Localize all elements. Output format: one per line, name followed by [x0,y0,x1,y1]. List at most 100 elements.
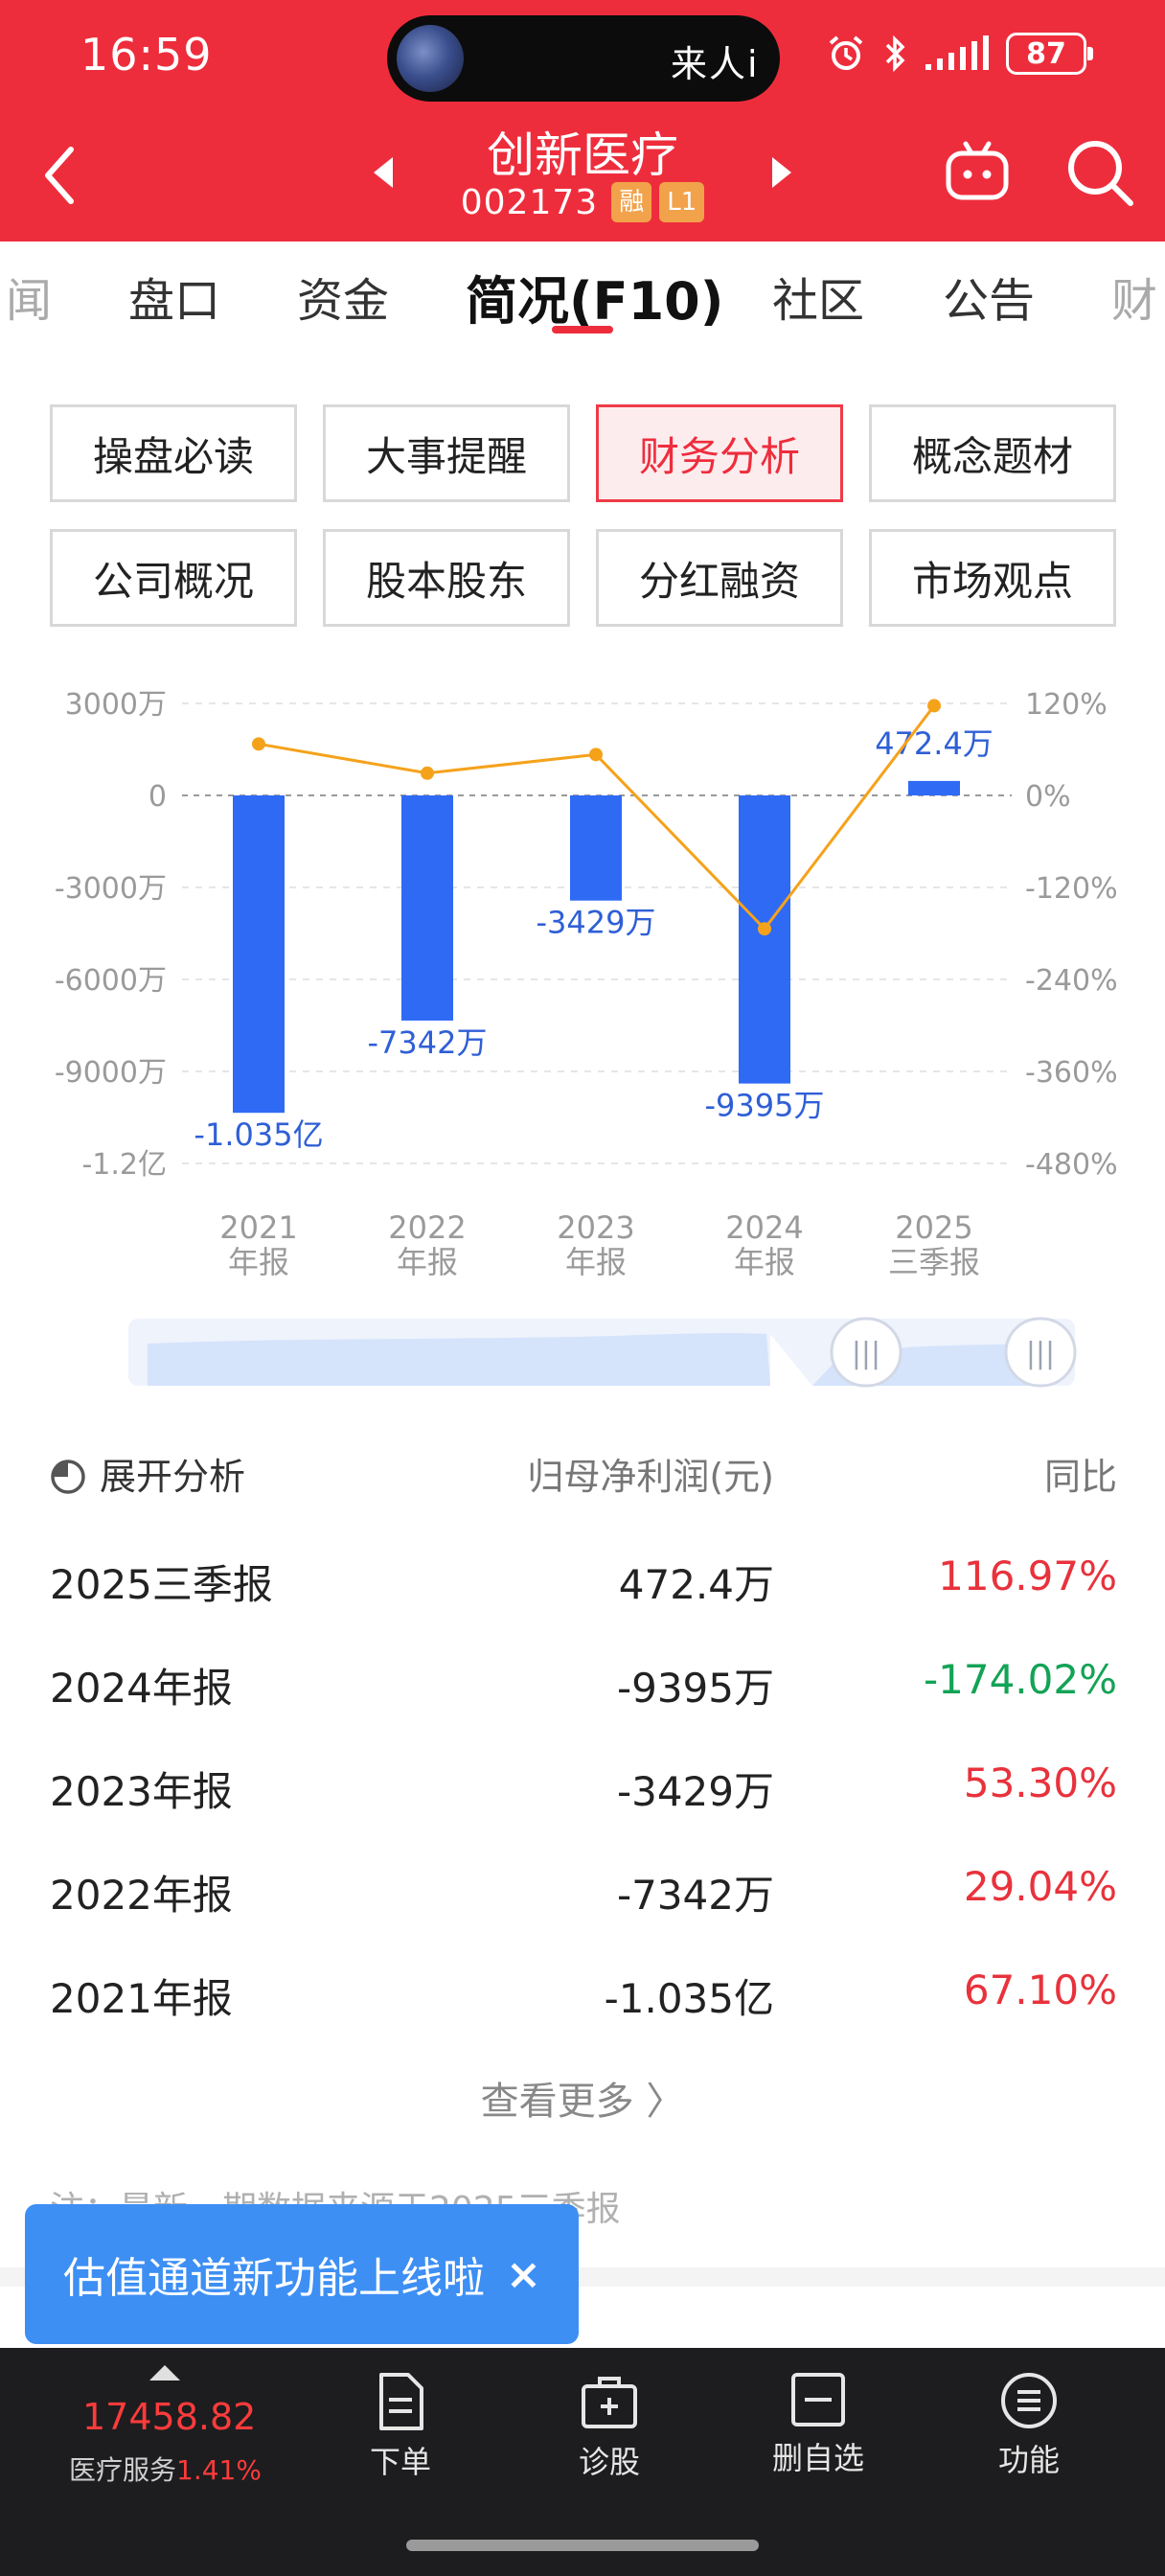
left-tick-label: -1.2亿 [81,1148,167,1182]
btn-financial-analysis[interactable]: 财务分析 [596,404,843,502]
row-yoy: 53.30% [963,1760,1117,1806]
tab-bar: 闻 盘口 资金 简况(F10) 社区 公告 财 [0,242,1165,347]
toast-text: 估值通道新功能上线啦 [63,2254,485,2303]
remove-square-icon [791,2373,845,2426]
alarm-icon [829,35,863,70]
feature-toast[interactable]: 估值通道新功能上线啦 × [25,2204,579,2344]
x-tick-year: 2024 [725,1209,803,1246]
x-tick-period: 三季报 [888,1244,980,1280]
slider-left-handle-knob [830,1317,902,1388]
tab-funds[interactable]: 资金 [297,274,390,328]
row-net-profit: -1.035亿 [604,1975,774,2022]
status-icons: 87 [826,33,1093,75]
btn-major-events[interactable]: 大事提醒 [323,404,570,502]
bluetooth-icon [885,34,905,73]
toast-close-icon[interactable]: × [506,2249,541,2299]
left-tick-label: -3000万 [55,872,167,906]
home-indicator[interactable] [406,2540,759,2551]
order-icon [379,2373,423,2430]
bar-data-label: 472.4万 [875,725,994,762]
stock-code: 002173 [460,182,599,222]
x-tick-year: 2023 [557,1209,634,1246]
row-yoy: 116.97% [938,1552,1117,1599]
btn-company-overview[interactable]: 公司概况 [50,529,297,627]
row-net-profit: -3429万 [616,1768,774,1815]
col-net-profit: 归母净利润(元) [527,1456,774,1498]
left-tick-label: 0 [148,780,167,814]
row-yoy: -174.02% [923,1656,1117,1703]
yoy-point [758,922,771,936]
tab-announcements[interactable]: 公告 [943,274,1036,328]
right-tick-label: 0% [1025,780,1071,814]
bar-data-label: -3429万 [537,905,656,941]
x-tick-period: 年报 [228,1244,289,1280]
prev-stock-icon[interactable] [370,155,397,190]
btn-market-views[interactable]: 市场观点 [869,529,1116,627]
slider-right-handle[interactable]: ||| [1004,1317,1077,1388]
stock-subtitle: 002173 融 L1 [0,182,1165,222]
stock-name: 创新医疗 [487,127,678,183]
btn-concepts[interactable]: 概念题材 [869,404,1116,502]
left-tick-label: -6000万 [55,964,167,998]
status-time: 16:59 [80,29,213,80]
signal-icon [925,35,989,70]
profit-chart: 3000万 0 -3000万 -6000万 -9000万 -1.2亿 120% 0% -120%… [55,688,1118,1280]
tab-finance[interactable]: 财 [1111,274,1158,328]
col-yoy: 同比 [1043,1456,1117,1498]
app-header: 16:59 来人i 87 创新医疗 002173 融 [0,0,1165,242]
row-net-profit: 472.4万 [618,1561,774,1608]
row-net-profit: -7342万 [616,1872,774,1919]
tab-news[interactable]: 闻 [6,274,53,328]
yoy-point [927,699,941,713]
index-value[interactable]: 17458.82 [82,2396,257,2438]
bar-data-label: -1.035亿 [194,1116,323,1153]
x-tick-year: 2025 [895,1209,972,1246]
tab-f10[interactable]: 简况(F10) [466,271,724,332]
level-tag: L1 [659,182,705,222]
bar [233,795,285,1114]
view-more-link[interactable]: 查看更多 〉 [480,2080,685,2124]
slider-area [148,1333,770,1386]
nav-remove-watchlist[interactable]: 删自选 [742,2371,895,2478]
search-icon[interactable] [1063,136,1136,209]
expand-analysis-icon[interactable] [50,1459,86,1495]
bar [401,795,453,1021]
nav-order[interactable]: 下单 [324,2371,477,2482]
menu-circle-icon [1001,2373,1057,2428]
x-tick-year: 2022 [388,1209,466,1246]
back-icon[interactable] [38,144,82,207]
slider-dip [770,1334,812,1386]
row-yoy: 67.10% [963,1966,1117,2013]
btn-trading-essentials[interactable]: 操盘必读 [50,404,297,502]
row-period: 2023年报 [50,1768,233,1815]
tab-orderbook[interactable]: 盘口 [128,274,221,328]
nav-diagnose[interactable]: 诊股 [533,2371,686,2482]
slider-right-handle-knob [1004,1317,1077,1388]
nav-functions-label: 功能 [997,2442,1060,2478]
index-change: 1.41% [176,2454,262,2486]
yoy-point [421,766,434,780]
battery-level: 87 [1026,36,1066,71]
bar-data-label: -7342万 [368,1024,488,1061]
right-tick-label: -360% [1025,1056,1118,1090]
expand-caret-icon[interactable] [149,2365,180,2380]
x-tick-period: 年报 [397,1244,458,1280]
bar [739,795,790,1084]
slider-left-handle[interactable]: ||| [830,1317,902,1388]
btn-shareholders[interactable]: 股本股东 [323,529,570,627]
range-slider[interactable]: ||| ||| [0,1315,1165,1392]
robot-assistant-icon[interactable] [943,140,1012,203]
bar [908,780,960,795]
index-name[interactable]: 医疗服务1.41% [69,2450,262,2488]
bar [570,795,622,901]
expand-analysis-label[interactable]: 展开分析 [100,1456,246,1498]
medical-kit-icon [582,2377,637,2428]
nav-diagnose-label: 诊股 [578,2444,640,2480]
bottom-bar: 17458.82 医疗服务1.41% 下单 诊股 删自选 功能 [0,2348,1165,2576]
nav-functions[interactable]: 功能 [952,2371,1106,2480]
right-tick-label: -240% [1025,964,1118,998]
btn-dividends-financing[interactable]: 分红融资 [596,529,843,627]
dynamic-island[interactable]: 来人i [387,15,780,102]
next-stock-icon[interactable] [768,155,795,190]
tab-community[interactable]: 社区 [772,274,865,328]
